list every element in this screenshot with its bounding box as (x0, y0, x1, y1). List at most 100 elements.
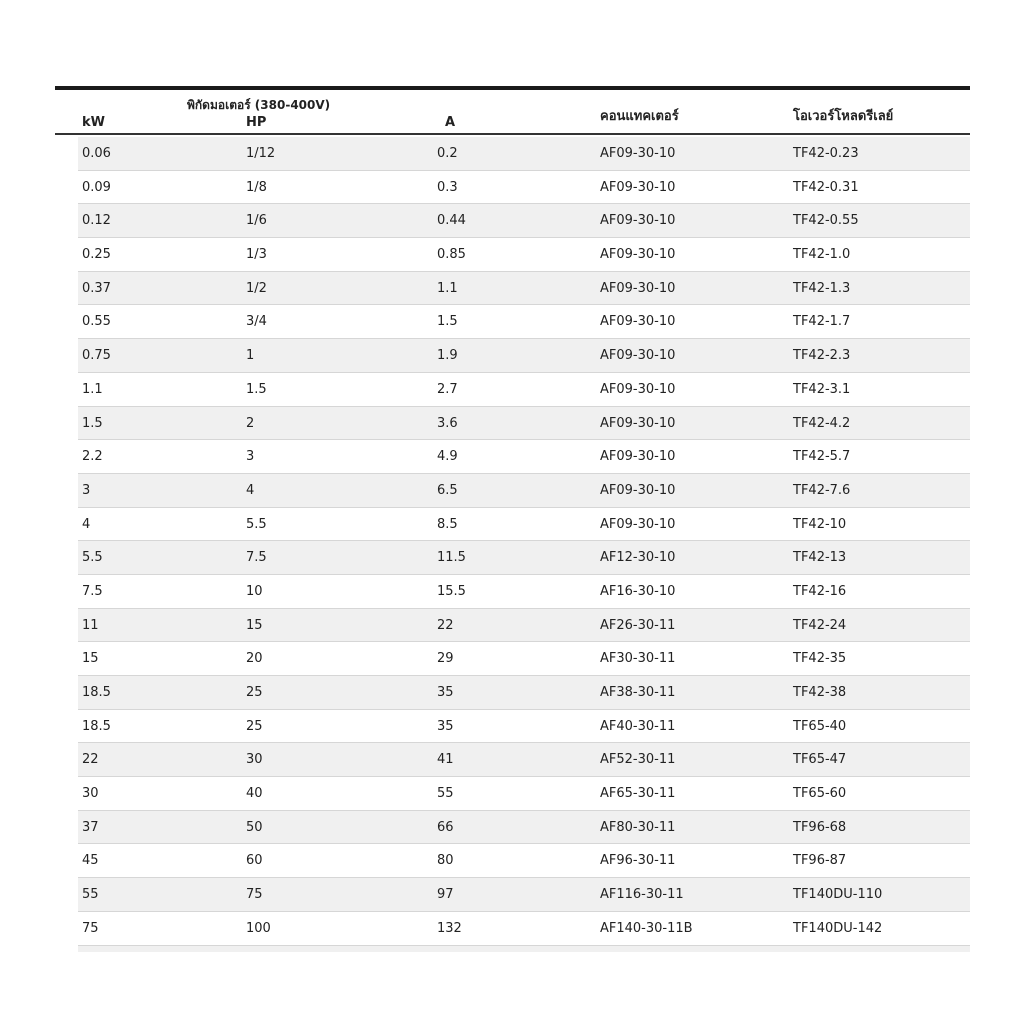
table-row: 2.2 3 4.9 AF09-30-10 TF42-5.7 (78, 440, 970, 474)
cell-contactor: AF65-30-11 (600, 786, 676, 802)
cell-kw: 37 (82, 819, 99, 835)
header-kw: kW (82, 115, 105, 130)
table-row: 30 40 55 AF65-30-11 TF65-60 (78, 777, 970, 811)
cell-kw: 4 (82, 516, 91, 532)
cell-kw: 0.25 (82, 247, 111, 263)
cell-contactor: AF09-30-10 (600, 314, 676, 330)
cell-relay: TF42-7.6 (793, 482, 851, 498)
cell-hp: 40 (246, 786, 263, 802)
table-row: 55 75 97 AF116-30-11 TF140DU-110 (78, 878, 970, 912)
table-row: 5.5 7.5 11.5 AF12-30-10 TF42-13 (78, 541, 970, 575)
table-row: 18.5 25 35 AF38-30-11 TF42-38 (78, 676, 970, 710)
cell-relay: TF42-1.3 (793, 280, 851, 296)
cell-contactor: AF09-30-10 (600, 381, 676, 397)
header-a: A (445, 115, 456, 130)
table-row: 45 60 80 AF96-30-11 TF96-87 (78, 844, 970, 879)
cell-relay: TF42-13 (793, 550, 847, 566)
cell-relay: TF42-4.2 (793, 415, 851, 431)
cell-a: 1.5 (437, 314, 458, 330)
header-rule (55, 133, 970, 135)
cell-contactor: AF09-30-10 (600, 348, 676, 364)
cell-relay: TF42-2.3 (793, 348, 851, 364)
cell-hp: 1/8 (246, 179, 267, 195)
cell-hp: 60 (246, 853, 263, 869)
cell-relay: TF42-35 (793, 651, 847, 667)
cell-hp: 4 (246, 482, 255, 498)
cell-kw: 7.5 (82, 583, 103, 599)
cell-hp: 1 (246, 348, 255, 364)
cell-contactor: AF96-30-11 (600, 853, 676, 869)
cell-a: 80 (437, 853, 454, 869)
cell-a: 1.1 (437, 280, 458, 296)
cell-hp: 2 (246, 415, 255, 431)
table-row: 11 15 22 AF26-30-11 TF42-24 (78, 608, 970, 643)
cell-hp: 3/4 (246, 314, 267, 330)
cell-kw: 18.5 (82, 718, 111, 734)
table-row: 0.25 1/3 0.85 AF09-30-10 TF42-1.0 (78, 238, 970, 272)
cell-contactor: AF26-30-11 (600, 617, 676, 633)
cell-contactor: AF80-30-11 (600, 819, 676, 835)
cell-hp: 1/12 (246, 146, 276, 161)
table-row: 22 30 41 AF52-30-11 TF65-47 (78, 743, 970, 778)
cell-relay: TF140DU-142 (793, 920, 883, 936)
cell-a: 41 (437, 752, 454, 768)
header-hp: HP (246, 115, 267, 130)
cell-contactor: AF30-30-11 (600, 651, 676, 667)
cell-kw: 30 (82, 786, 99, 802)
cell-kw: 45 (82, 853, 99, 869)
cell-contactor: AF09-30-10 (600, 415, 676, 431)
cell-relay: TF42-16 (793, 583, 847, 599)
table-row: 18.5 25 35 AF40-30-11 TF65-40 (78, 710, 970, 744)
cell-contactor: AF09-30-10 (600, 516, 676, 532)
cell-a: 15.5 (437, 583, 466, 599)
cell-kw: 11 (82, 617, 99, 633)
cell-hp: 30 (246, 752, 263, 768)
cell-contactor: AF12-30-10 (600, 550, 676, 566)
cell-contactor: AF16-30-10 (600, 583, 676, 599)
cell-hp: 10 (246, 583, 263, 599)
cell-a: 66 (437, 819, 454, 835)
cell-kw: 0.06 (82, 146, 111, 161)
cell-relay: TF42-3.1 (793, 381, 851, 397)
cell-kw: 18.5 (82, 685, 111, 700)
table-row: 1.5 2 3.6 AF09-30-10 TF42-4.2 (78, 406, 970, 441)
cell-kw: 0.37 (82, 280, 111, 296)
cell-a: 0.3 (437, 179, 458, 195)
cell-kw: 15 (82, 651, 99, 667)
table-row: 0.12 1/6 0.44 AF09-30-10 TF42-0.55 (78, 204, 970, 239)
cell-hp: 1.5 (246, 381, 267, 397)
cell-kw: 0.12 (82, 213, 111, 229)
cell-a: 22 (437, 617, 454, 633)
cell-a: 0.44 (437, 213, 466, 229)
cell-a: 55 (437, 786, 454, 802)
header-overload-relay: โอเวอร์โหลดรีเลย์ (793, 109, 894, 124)
header-motor-rating: พิกัดมอเตอร์ (380-400V) (187, 98, 331, 112)
cell-a: 0.85 (437, 247, 466, 263)
cell-relay: TF42-5.7 (793, 449, 851, 465)
table-row: 15 20 29 AF30-30-11 TF42-35 (78, 642, 970, 676)
cell-kw: 2.2 (82, 449, 103, 465)
cell-a: 132 (437, 920, 462, 936)
table-row: 0.37 1/2 1.1 AF09-30-10 TF42-1.3 (78, 271, 970, 306)
cell-a: 8.5 (437, 516, 458, 532)
cell-relay: TF42-1.0 (793, 247, 851, 263)
cell-hp: 1/3 (246, 247, 267, 263)
cell-hp: 20 (246, 651, 263, 667)
cell-relay: TF65-60 (793, 786, 847, 802)
cell-hp: 5.5 (246, 516, 267, 532)
cell-contactor: AF09-30-10 (600, 179, 676, 195)
table-row: 75 100 132 AF140-30-11B TF140DU-142 (78, 912, 970, 946)
cell-hp: 7.5 (246, 550, 267, 566)
cell-a: 3.6 (437, 415, 458, 431)
cell-hp: 25 (246, 685, 263, 700)
cell-a: 4.9 (437, 449, 458, 465)
table-row: 4 5.5 8.5 AF09-30-10 TF42-10 (78, 508, 970, 542)
table-body: 0.06 1/12 0.2 AF09-30-10 TF42-0.23 0.09 1/8 0.3… (78, 137, 970, 952)
cell-hp: 75 (246, 887, 263, 903)
cell-contactor: AF09-30-10 (600, 213, 676, 229)
cell-hp: 100 (246, 920, 271, 936)
cell-kw: 55 (82, 887, 99, 903)
cell-kw: 0.09 (82, 179, 111, 195)
cell-a: 0.2 (437, 146, 458, 161)
cell-contactor: AF140-30-11B (600, 920, 693, 936)
